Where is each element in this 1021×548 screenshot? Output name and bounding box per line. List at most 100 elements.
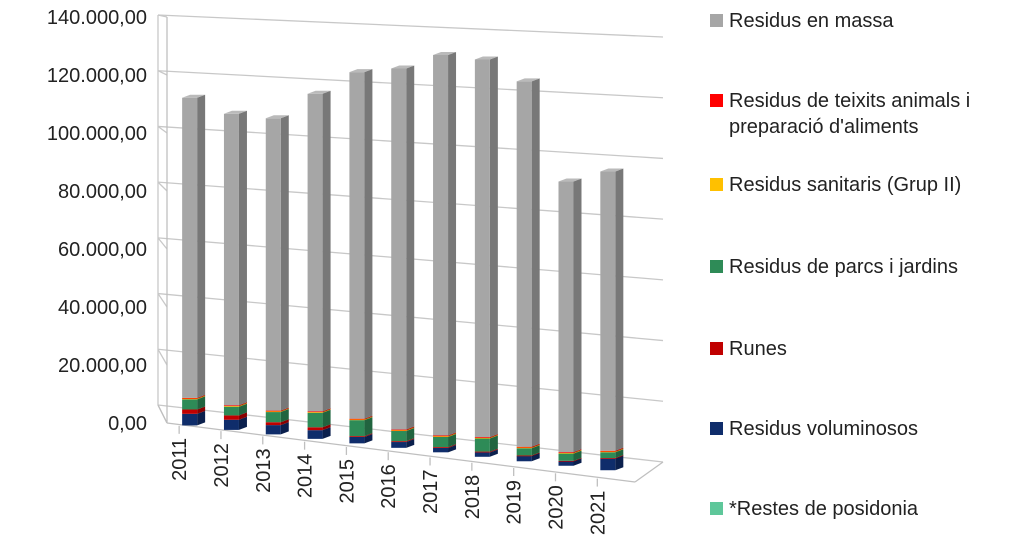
bar-side-2012 [238, 110, 247, 406]
gridline-connector [157, 14, 168, 18]
bar-side-2013 [280, 419, 289, 426]
bar-segment-2014 [307, 427, 323, 431]
bar-segment-2018 [474, 451, 490, 453]
bar-top-2015 [349, 69, 373, 73]
bar-side-2020 [573, 457, 582, 462]
bar-segment-2021 [600, 171, 616, 451]
bar-side-2018 [489, 435, 498, 452]
legend-swatch [710, 14, 723, 27]
bar-top-2013 [265, 115, 289, 119]
x-tick-label-2015: 2015 [336, 459, 358, 504]
bar-segment-2013 [265, 425, 281, 435]
bar-segment-2011 [182, 413, 198, 426]
bar-segment-2011 [182, 409, 198, 414]
y-tick-label: 40.000,00 [58, 297, 147, 319]
bar-side-2018 [489, 449, 498, 457]
bar-segment-2012 [223, 405, 239, 407]
bar-segment-2013 [265, 411, 281, 413]
bar-top-2012 [223, 110, 247, 114]
x-axis [166, 422, 636, 483]
legend-item: Residus en massa [710, 8, 1019, 34]
bar-segment-2014 [307, 430, 323, 439]
legend-label: Runes [729, 338, 787, 360]
bar-side-2012 [238, 402, 247, 407]
bar-segment-2017 [433, 447, 449, 448]
bar-side-2019 [531, 78, 540, 447]
bar-side-2018 [489, 434, 498, 438]
y-tick-label: 140.000,00 [47, 7, 147, 29]
bar-side-2017 [448, 444, 457, 453]
y-tick-label: 80.000,00 [58, 181, 147, 203]
bar-side-2021 [615, 455, 624, 471]
legend-swatch [710, 502, 723, 515]
bar-segment-2014 [307, 412, 323, 428]
bar-side-2017 [448, 444, 457, 448]
bar-segment-2011 [182, 398, 198, 400]
bar-segment-2020 [558, 181, 574, 453]
bar-segment-2019 [516, 448, 532, 456]
y-tick-label: 100.000,00 [47, 123, 147, 145]
bar-side-2014 [322, 409, 331, 428]
bar-segment-2014 [307, 93, 323, 412]
bar-top-2020 [558, 178, 582, 182]
bar-segment-2015 [349, 436, 365, 444]
bar-side-2021 [615, 455, 624, 459]
bar-segment-2016 [391, 442, 407, 448]
bar-side-2011 [197, 94, 206, 398]
bar-segment-2015 [349, 419, 365, 421]
bar-segment-2018 [474, 452, 490, 457]
bar-side-2015 [364, 415, 373, 420]
y-tick-label: 120.000,00 [47, 65, 147, 87]
bar-segment-2017 [433, 436, 449, 437]
bar-side-2011 [197, 394, 206, 399]
bar-segment-2012 [223, 419, 239, 430]
legend-item: Residus sanitaris (Grup II) [710, 172, 1019, 198]
bar-segment-2017 [433, 447, 449, 453]
bar-side-2014 [322, 90, 331, 412]
gridline-connector [157, 181, 168, 192]
bar-side-2019 [531, 453, 540, 462]
bar-side-2011 [197, 406, 206, 414]
bar-segment-2014 [307, 411, 323, 413]
bar-segment-2021 [600, 451, 616, 453]
bar-segment-2020 [558, 453, 574, 461]
bar-segment-2019 [516, 81, 532, 447]
bar-segment-2016 [391, 430, 407, 432]
legend-swatch [710, 342, 723, 355]
legend-label: Residus sanitaris (Grup II) [729, 174, 962, 196]
bar-segment-2015 [349, 420, 365, 437]
bar-side-2016 [406, 428, 415, 442]
bar-top-2019 [516, 78, 540, 82]
bar-segment-2018 [474, 438, 490, 452]
bar-top-2021 [600, 168, 624, 172]
legend-item: Residus voluminosos [710, 416, 1019, 442]
bar-side-2012 [238, 412, 247, 420]
bar-side-2011 [197, 396, 206, 410]
bar-segment-2012 [223, 113, 239, 406]
gridline [157, 14, 664, 38]
bar-segment-2020 [558, 452, 574, 453]
bar-side-2016 [406, 65, 415, 430]
bar-side-2012 [238, 416, 247, 430]
bar-side-2014 [322, 424, 331, 431]
bar-segment-2017 [433, 55, 449, 436]
gridline-connector [157, 293, 168, 308]
legend-swatch [710, 260, 723, 273]
bar-side-2020 [573, 450, 582, 461]
bar-side-2021 [615, 168, 624, 451]
bar-segment-2015 [349, 436, 365, 437]
legend-label: Residus de teixits animals i preparació … [729, 90, 971, 138]
bar-segment-2018 [474, 437, 490, 438]
bar-side-2020 [573, 449, 582, 453]
bar-segment-2016 [391, 68, 407, 430]
bar-segment-2014 [307, 411, 323, 413]
bar-side-2013 [280, 115, 289, 411]
bar-segment-2019 [516, 447, 532, 449]
bar-side-2017 [448, 433, 457, 448]
gridline-connector [157, 125, 168, 134]
x-tick-label-2014: 2014 [295, 454, 317, 499]
bar-side-2018 [489, 448, 498, 453]
bar-segment-2011 [182, 97, 198, 398]
